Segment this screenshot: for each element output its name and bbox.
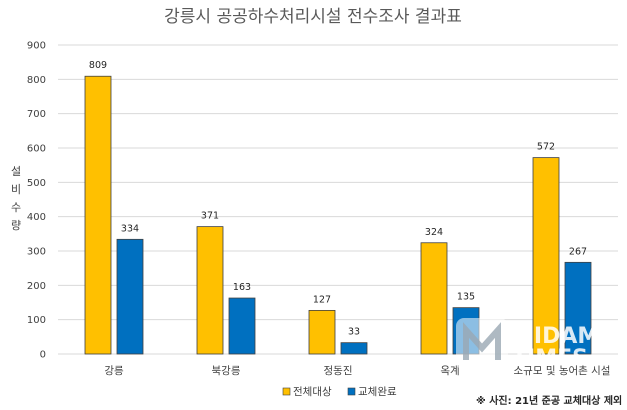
bar-replaced bbox=[340, 342, 368, 355]
y-tick-label: 900 bbox=[27, 41, 46, 52]
data-label: 334 bbox=[121, 223, 139, 234]
y-tick-label: 200 bbox=[27, 281, 46, 292]
y-axis-label-char: 수 bbox=[11, 201, 21, 214]
bar-total bbox=[84, 75, 112, 355]
bar-total bbox=[532, 157, 560, 355]
legend-swatch bbox=[347, 387, 356, 396]
y-tick-label: 600 bbox=[27, 144, 46, 155]
watermark-logo: MIDAM TIMES good news, good people bbox=[456, 318, 599, 385]
y-tick-label: 100 bbox=[27, 315, 46, 326]
data-label: 135 bbox=[457, 292, 475, 303]
y-axis-label-char: 량 bbox=[11, 219, 21, 232]
x-tick-label: 강릉 bbox=[104, 365, 124, 377]
x-tick-label: 정동진 bbox=[324, 365, 353, 377]
y-tick-label: 800 bbox=[27, 75, 46, 86]
x-tick-label: 옥계 bbox=[440, 365, 459, 377]
bar-replaced bbox=[116, 238, 144, 355]
watermark-text: MIDAM bbox=[512, 324, 599, 349]
y-axis-ticks: 0 100 200 300 400 500 600 700 800 900 bbox=[27, 41, 46, 361]
x-tick-label: 북강릉 bbox=[212, 365, 241, 377]
chart-title: 강릉시 공공하수처리시설 전수조사 결과표 bbox=[164, 7, 462, 27]
watermark-subtext: TIMES bbox=[512, 346, 588, 371]
x-tick-label: 소규모 및 농어촌 시설 bbox=[514, 365, 611, 377]
data-label: 371 bbox=[201, 211, 219, 222]
legend-swatch bbox=[282, 387, 291, 396]
category-labels: 강릉 북강릉 정동진 옥계 소규모 및 농어촌 시설 bbox=[104, 365, 610, 377]
y-tick-label: 400 bbox=[27, 212, 46, 223]
data-label: 809 bbox=[89, 60, 107, 71]
y-tick-label: 0 bbox=[40, 350, 46, 361]
y-tick-label: 700 bbox=[27, 109, 46, 120]
bar-total bbox=[308, 309, 336, 355]
legend-label: 전체대상 bbox=[293, 386, 332, 398]
bar-total bbox=[196, 226, 224, 355]
data-label: 324 bbox=[425, 227, 443, 238]
data-label: 33 bbox=[348, 327, 360, 338]
gridlines bbox=[58, 44, 618, 355]
watermark-tagline: good news, good people bbox=[486, 375, 597, 385]
value-labels: 809 334 371 163 127 33 324 135 572 267 bbox=[89, 60, 587, 337]
legend-label: 교체완료 bbox=[358, 385, 397, 398]
y-axis-label-char: 비 bbox=[11, 183, 21, 196]
data-label: 267 bbox=[569, 246, 587, 257]
photo-note: ※ 사진: 21년 준공 교체대상 제외 bbox=[476, 394, 622, 407]
bars bbox=[84, 75, 592, 355]
bar-replaced bbox=[564, 261, 592, 355]
data-label: 127 bbox=[313, 294, 331, 305]
legend: 전체대상 교체완료 bbox=[282, 385, 397, 398]
bar-replaced bbox=[228, 297, 256, 355]
y-axis-label-char: 설 bbox=[11, 165, 21, 178]
y-tick-label: 500 bbox=[27, 178, 46, 189]
data-label: 572 bbox=[537, 142, 555, 153]
data-label: 163 bbox=[233, 282, 251, 293]
y-tick-label: 300 bbox=[27, 247, 46, 258]
bar-total bbox=[420, 242, 448, 355]
